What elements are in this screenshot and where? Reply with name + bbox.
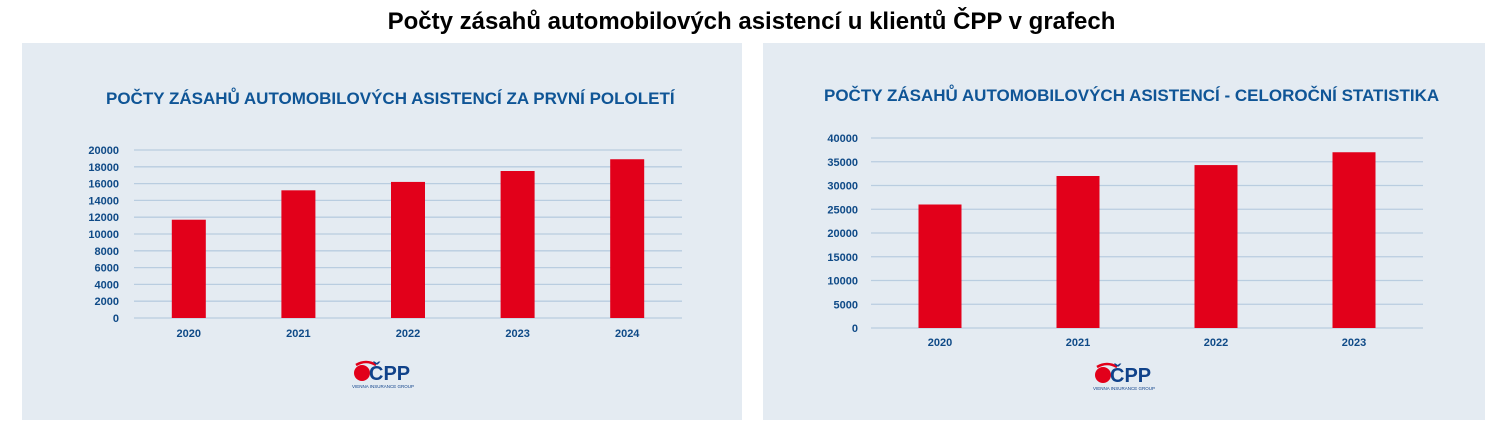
y-tick-label: 14000 bbox=[88, 195, 119, 207]
y-tick-label: 20000 bbox=[88, 145, 119, 157]
y-tick-label: 40000 bbox=[827, 133, 858, 145]
y-tick-label: 10000 bbox=[827, 276, 858, 288]
y-tick-label: 20000 bbox=[827, 228, 858, 240]
bar-chart-half-year: POČTY ZÁSAHŮ AUTOMOBILOVÝCH ASISTENCÍ ZA… bbox=[88, 88, 682, 389]
x-tick-label: 2020 bbox=[928, 337, 952, 349]
logo-text: ČPP bbox=[1110, 363, 1151, 387]
bar-2020 bbox=[918, 204, 962, 328]
y-tick-label: 0 bbox=[113, 313, 119, 325]
bar-2023 bbox=[1332, 152, 1376, 328]
bar-chart-full-year: POČTY ZÁSAHŮ AUTOMOBILOVÝCH ASISTENCÍ - … bbox=[824, 85, 1439, 391]
y-tick-label: 15000 bbox=[827, 252, 858, 264]
x-tick-label: 2022 bbox=[396, 328, 420, 340]
logo-red-dot bbox=[1095, 367, 1111, 383]
y-tick-label: 10000 bbox=[88, 229, 119, 241]
y-tick-label: 30000 bbox=[827, 181, 858, 193]
logo-subtext: VIENNA INSURANCE GROUP bbox=[1093, 386, 1155, 391]
bar-2024 bbox=[610, 159, 645, 318]
y-tick-label: 6000 bbox=[95, 263, 119, 275]
logo-subtext: VIENNA INSURANCE GROUP bbox=[352, 384, 414, 389]
x-tick-label: 2024 bbox=[615, 328, 640, 340]
y-tick-label: 35000 bbox=[827, 157, 858, 169]
x-tick-label: 2023 bbox=[505, 328, 529, 340]
page-title: Počty zásahů automobilových asistencí u … bbox=[387, 8, 1116, 35]
chart-panel-half-year: POČTY ZÁSAHŮ AUTOMOBILOVÝCH ASISTENCÍ ZA… bbox=[22, 43, 742, 420]
logo-swoosh-icon bbox=[1096, 362, 1118, 369]
chart-title: POČTY ZÁSAHŮ AUTOMOBILOVÝCH ASISTENCÍ ZA… bbox=[106, 88, 676, 108]
bar-2022 bbox=[1194, 165, 1238, 328]
y-tick-label: 12000 bbox=[88, 212, 119, 224]
y-tick-label: 25000 bbox=[827, 204, 858, 216]
y-tick-label: 18000 bbox=[88, 162, 119, 174]
x-tick-label: 2020 bbox=[177, 328, 201, 340]
bar-2021 bbox=[281, 190, 316, 318]
y-tick-label: 8000 bbox=[95, 246, 119, 258]
y-tick-label: 4000 bbox=[95, 279, 119, 291]
logo-red-dot bbox=[354, 365, 370, 381]
logo-text: ČPP bbox=[369, 361, 410, 385]
y-tick-label: 16000 bbox=[88, 179, 119, 191]
bar-2020 bbox=[171, 219, 206, 318]
y-tick-label: 2000 bbox=[95, 296, 119, 308]
bar-2021 bbox=[1056, 176, 1100, 328]
x-tick-label: 2021 bbox=[1066, 337, 1090, 349]
bar-2023 bbox=[500, 171, 535, 318]
bar-2022 bbox=[391, 181, 425, 318]
x-tick-label: 2022 bbox=[1204, 337, 1228, 349]
y-tick-label: 5000 bbox=[834, 299, 858, 311]
x-tick-label: 2021 bbox=[286, 328, 310, 340]
chart-panel-full-year: POČTY ZÁSAHŮ AUTOMOBILOVÝCH ASISTENCÍ - … bbox=[763, 43, 1485, 420]
logo-swoosh-icon bbox=[355, 360, 377, 367]
y-tick-label: 0 bbox=[852, 323, 858, 335]
chart-title: POČTY ZÁSAHŮ AUTOMOBILOVÝCH ASISTENCÍ - … bbox=[824, 85, 1439, 105]
x-tick-label: 2023 bbox=[1342, 337, 1366, 349]
